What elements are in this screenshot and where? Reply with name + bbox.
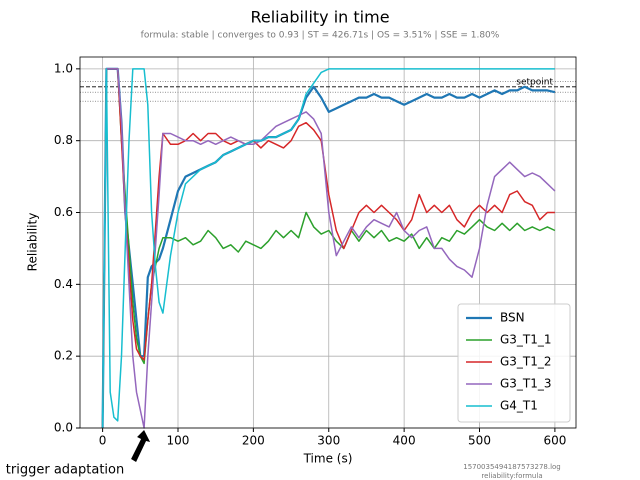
y-axis-label: Reliability — [26, 213, 40, 272]
y-tick-label: 0.0 — [54, 421, 73, 435]
series-line — [101, 68, 555, 429]
x-axis-label: Time (s) — [303, 452, 353, 466]
y-tick-label: 0.4 — [54, 277, 73, 291]
legend-label: G3_T1_2 — [500, 355, 552, 369]
annotation-text: trigger adaptation — [6, 463, 124, 478]
legend-label: G4_T1 — [500, 399, 538, 413]
x-tick-label: 0 — [99, 434, 107, 448]
plot-frame — [79, 56, 577, 429]
y-tick-label: 0.8 — [54, 133, 73, 147]
legend-label: BSN — [500, 311, 525, 325]
annotation-arrow — [131, 430, 151, 462]
chart-title: Reliability in time — [250, 8, 389, 27]
footer-text: 1570035494187573278.log — [463, 463, 561, 471]
legend: BSN G3_T1_1 G3_T1_2 G3_T1_3 G4_T1 — [457, 303, 571, 423]
legend-box — [457, 303, 571, 423]
x-tick-label: 400 — [393, 434, 416, 448]
legend-label: G3_T1_1 — [500, 333, 552, 347]
series-line — [101, 68, 555, 429]
y-tick-label: 0.2 — [54, 349, 73, 363]
x-tick-label: 200 — [242, 434, 265, 448]
legend-label: G3_T1_3 — [500, 377, 552, 391]
chart-subtitle: formula: stable | converges to 0.93 | ST… — [141, 31, 500, 41]
y-tick-label: 0.6 — [54, 205, 73, 219]
series-line — [101, 68, 556, 429]
y-tick-label: 1.0 — [54, 61, 73, 75]
setpoint-label: setpoint — [516, 77, 553, 87]
x-tick-label: 300 — [317, 434, 340, 448]
footer-text: reliability:formula — [481, 472, 542, 480]
x-tick-label: 500 — [468, 434, 491, 448]
x-tick-label: 100 — [167, 434, 190, 448]
x-tick-label: 600 — [543, 434, 566, 448]
